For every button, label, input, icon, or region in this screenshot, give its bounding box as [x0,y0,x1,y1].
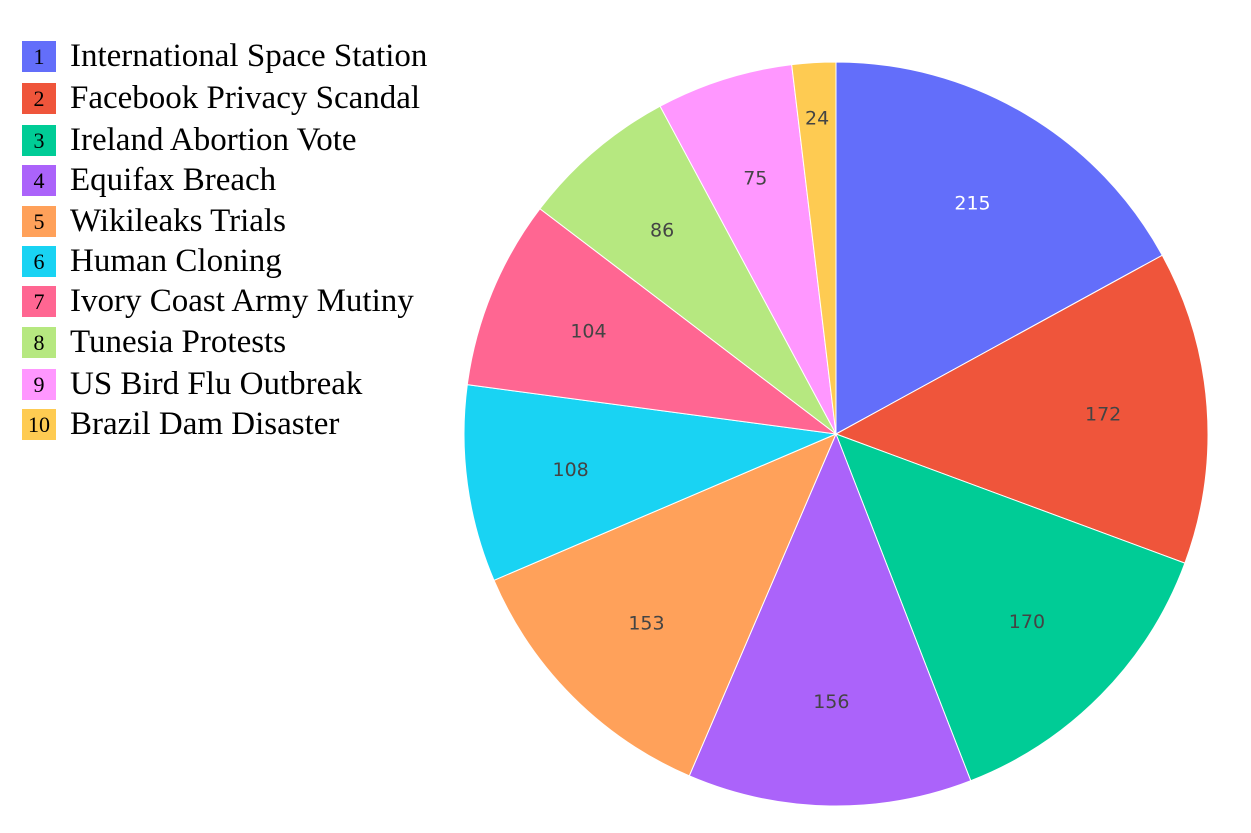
legend-label: International Space Station [70,38,428,74]
pie-slice[interactable] [493,433,837,777]
legend-swatch: 2 [22,83,56,114]
legend-swatch: 3 [22,125,56,156]
legend-label: Equifax Breach [70,162,277,198]
pie-slice[interactable] [466,208,838,435]
legend-label: Brazil Dam Disaster [70,406,340,442]
legend-label: Tunesia Protests [70,324,287,360]
pie-slice[interactable] [659,64,837,435]
pie-slice[interactable] [539,105,837,435]
pie-slice[interactable] [835,61,1163,435]
slice-value-label: 172 [1085,403,1121,425]
legend-label: Wikileaks Trials [70,203,286,239]
slice-value-label: 108 [552,459,588,481]
slice-value-label: 156 [813,691,849,713]
legend-label: Ireland Abortion Vote [70,122,357,158]
slice-value-label: 153 [628,612,664,634]
legend-swatch: 5 [22,206,56,237]
legend-swatch: 10 [22,409,56,440]
legend-label: Human Cloning [70,243,282,279]
legend-swatch: 1 [22,41,56,72]
slice-value-label: 170 [1009,611,1045,633]
slice-value-label: 104 [570,321,606,343]
legend-swatch: 8 [22,327,56,358]
slice-value-label: 24 [805,107,829,129]
pie-slice[interactable] [791,61,837,435]
legend-label: US Bird Flu Outbreak [70,366,363,402]
legend-swatch: 6 [22,246,56,277]
pie-slice[interactable] [688,432,972,807]
pie-slice[interactable] [834,254,1209,564]
legend: 1 International Space Station 2 Facebook… [0,0,470,450]
slice-value-label: 86 [650,219,674,241]
slice-value-label: 75 [743,168,767,190]
legend-swatch: 9 [22,369,56,400]
legend-swatch: 4 [22,165,56,196]
legend-swatch: 7 [22,286,56,317]
slice-value-label: 215 [954,193,990,215]
pie-slice[interactable] [463,384,838,581]
legend-label: Facebook Privacy Scandal [70,80,421,116]
pie-slice[interactable] [835,433,1186,782]
legend-label: Ivory Coast Army Mutiny [70,283,414,319]
